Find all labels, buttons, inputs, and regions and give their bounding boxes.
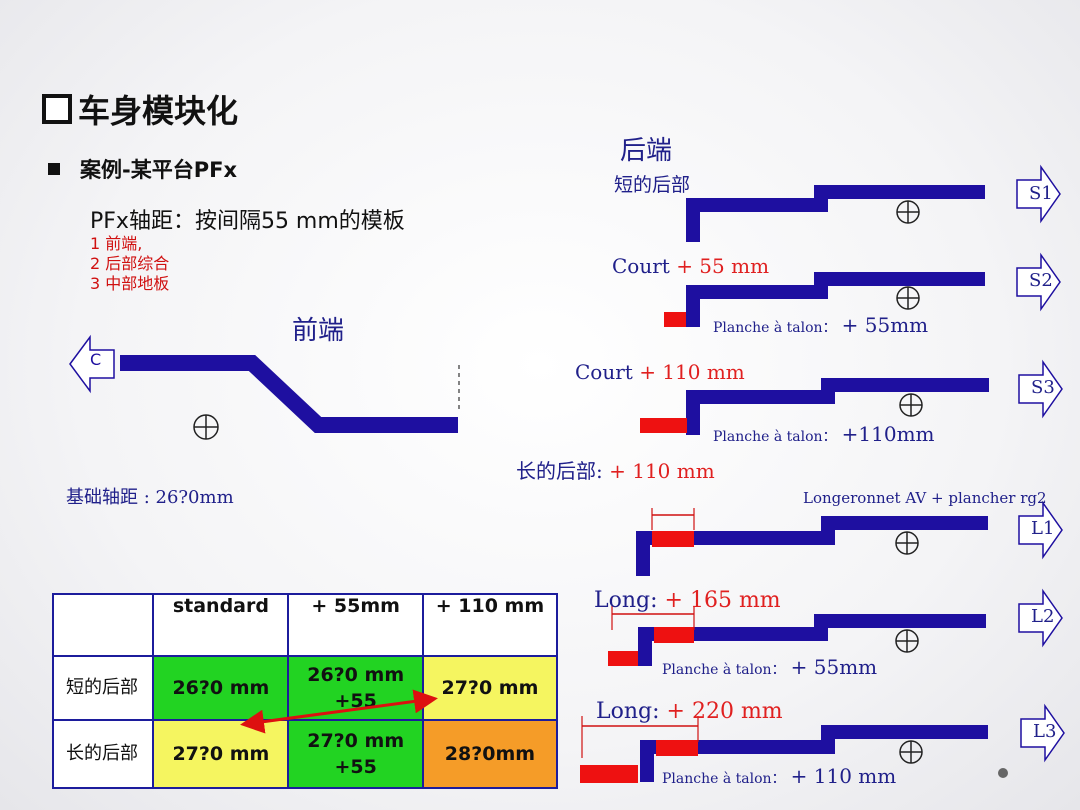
- l2-label: Long: + 165 mm: [594, 588, 781, 613]
- red-extension: [652, 531, 694, 547]
- red-extension: [608, 651, 638, 666]
- slide-title: 车身模块化: [42, 86, 238, 132]
- short-rear-label: 短的后部: [614, 174, 691, 196]
- front-beam: [120, 355, 458, 433]
- list-item: 2 后部综合: [90, 254, 170, 273]
- table-cell: 27?0 mm +55: [287, 719, 424, 789]
- l3-planche: Planche à talon： + 110 mm: [662, 764, 897, 788]
- red-extension: [580, 765, 638, 783]
- base-wheelbase: 基础轴距 : 26?0mm: [66, 487, 234, 508]
- crosshair-icon: [895, 629, 919, 653]
- front-label: 前端: [292, 316, 345, 346]
- long-rear-label: 长的后部: + 110 mm: [516, 459, 715, 483]
- beam-s3: [686, 378, 989, 435]
- list-item: 3 中部地板: [90, 274, 170, 293]
- table-row: 短的后部 26?0 mm 26?0 mm +55 27?0 mm: [51, 655, 559, 721]
- arrow-l1-icon: [1018, 500, 1063, 560]
- crosshair-icon: [896, 200, 920, 224]
- crosshair-icon: [899, 393, 923, 417]
- l2-planche: Planche à talon： + 55mm: [662, 655, 878, 679]
- crosshair-icon: [895, 531, 919, 555]
- arrow-l2-icon: [1018, 588, 1063, 648]
- subtitle: 案例-某平台PFx: [48, 154, 237, 184]
- row-label: 短的后部: [51, 655, 155, 721]
- beam-s1: [686, 185, 985, 242]
- red-extension: [656, 740, 698, 756]
- l3-label: Long: + 220 mm: [596, 699, 783, 724]
- table-cell: 26?0 mm +55: [287, 655, 424, 721]
- crosshair-icon: [899, 740, 923, 764]
- crosshair-icon: [193, 414, 219, 440]
- arrow-c-label: C: [90, 350, 102, 369]
- beam-l2: [638, 614, 986, 666]
- red-extension: [654, 627, 694, 643]
- tag-s2: S2: [1029, 270, 1053, 291]
- s3-planche: Planche à talon： +110mm: [713, 422, 935, 446]
- tag-l3: L3: [1033, 721, 1057, 742]
- row-label: 长的后部: [51, 719, 155, 789]
- table-header-row: standard + 55mm + 110 mm: [51, 593, 559, 657]
- table-cell: 27?0 mm: [152, 719, 290, 789]
- comparison-table: standard + 55mm + 110 mm 短的后部 26?0 mm 26…: [51, 593, 559, 789]
- s3-label: Court + 110 mm: [575, 360, 745, 384]
- tag-l1: L1: [1031, 518, 1055, 539]
- table-header: standard: [152, 593, 290, 657]
- arrow-l3-icon: [1020, 703, 1065, 763]
- table-cell: 26?0 mm: [152, 655, 290, 721]
- list-item: 1 前端,: [90, 234, 143, 253]
- beam-l3: [640, 725, 988, 782]
- rear-label: 后端: [620, 136, 673, 166]
- table-header: + 55mm: [287, 593, 424, 657]
- tag-s3: S3: [1031, 377, 1055, 398]
- bullet-square-icon: [48, 163, 60, 175]
- arrow-s1-icon: [1016, 164, 1061, 224]
- table-row: 长的后部 27?0 mm 27?0 mm +55 28?0mm: [51, 719, 559, 789]
- beam-s2: [686, 272, 985, 327]
- red-extension: [640, 418, 687, 433]
- table-header: + 110 mm: [421, 593, 559, 657]
- arrow-s2-icon: [1016, 252, 1061, 312]
- beam-l1: [636, 516, 988, 576]
- l1-label: Longeronnet AV + plancher rg2: [803, 489, 1047, 507]
- hollow-square-icon: [42, 94, 72, 124]
- s2-planche: Planche à talon： + 55mm: [713, 313, 929, 337]
- crosshair-icon: [896, 286, 920, 310]
- table-cell: 28?0mm: [421, 719, 559, 789]
- description: PFx轴距：按间隔55 mm的模板: [90, 209, 405, 234]
- tag-l2: L2: [1031, 606, 1055, 627]
- s2-label: Court + 55 mm: [612, 254, 770, 278]
- table-cell: 27?0 mm: [421, 655, 559, 721]
- arrow-s3-icon: [1018, 359, 1063, 419]
- slide-indicator-dot: [998, 768, 1008, 778]
- table-header: [51, 593, 155, 657]
- arrow-c-icon: [69, 334, 115, 394]
- tag-s1: S1: [1029, 183, 1053, 204]
- red-extension: [664, 312, 686, 327]
